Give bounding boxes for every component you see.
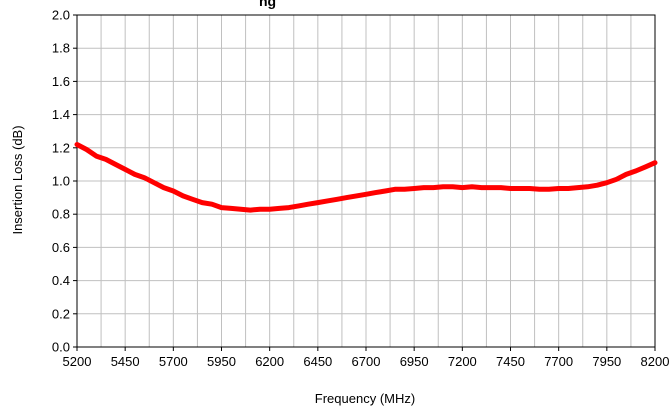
x-tick-label: 6450 — [303, 354, 332, 369]
x-axis-label: Frequency (MHz) — [315, 391, 415, 406]
x-tick-label: 6700 — [352, 354, 381, 369]
y-tick-label: 0.2 — [52, 306, 70, 321]
x-tick-label: 7450 — [496, 354, 525, 369]
x-tick-label: 5700 — [159, 354, 188, 369]
series-layer — [74, 142, 658, 213]
y-tick-label: 0.4 — [52, 273, 70, 288]
x-tick-label: 6200 — [255, 354, 284, 369]
x-axis-ticks: 5200 5450 5700 5950 6200 6450 6700 6950 7200 7450… — [63, 347, 670, 369]
x-tick-label: 7700 — [544, 354, 573, 369]
y-tick-label: 1.6 — [52, 74, 70, 89]
chart-title-fragment: ng — [259, 0, 276, 9]
gridlines — [77, 15, 655, 347]
x-tick-label: 5200 — [63, 354, 92, 369]
y-axis-ticks: 0.0 0.2 0.4 0.6 0.8 1.0 1.2 1.4 1.6 1.8 2.0 — [52, 8, 77, 355]
y-tick-label: 0.0 — [52, 340, 70, 355]
x-tick-label: 7200 — [448, 354, 477, 369]
y-tick-label: 0.6 — [52, 240, 70, 255]
x-tick-label: 7950 — [592, 354, 621, 369]
y-tick-label: 1.0 — [52, 174, 70, 189]
y-tick-label: 2.0 — [52, 8, 70, 23]
y-tick-label: 1.4 — [52, 107, 70, 122]
x-tick-label: 5950 — [207, 354, 236, 369]
y-axis-label: Insertion Loss (dB) — [10, 125, 25, 234]
x-tick-label: 5450 — [111, 354, 140, 369]
y-tick-label: 1.2 — [52, 140, 70, 155]
x-tick-label: 8200 — [641, 354, 670, 369]
series-line-1 — [74, 142, 658, 213]
y-tick-label: 0.8 — [52, 207, 70, 222]
x-tick-label: 6950 — [400, 354, 429, 369]
y-tick-label: 1.8 — [52, 41, 70, 56]
